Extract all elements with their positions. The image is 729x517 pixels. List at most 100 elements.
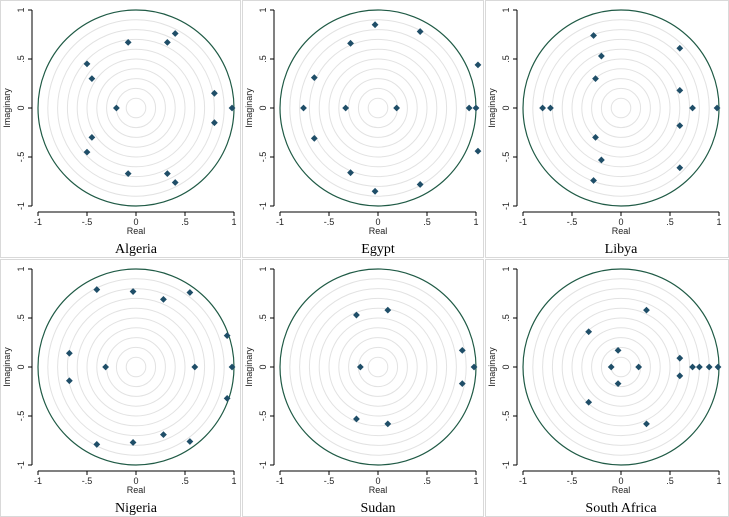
- y-tick-label: .5: [501, 314, 511, 322]
- data-point: [547, 104, 554, 112]
- grid-circle: [561, 48, 681, 168]
- y-tick-label: -.5: [501, 152, 511, 163]
- data-point: [171, 179, 179, 186]
- data-point: [88, 75, 96, 82]
- grid-circle: [289, 278, 467, 456]
- x-tick-label: .5: [181, 217, 189, 227]
- grid-circle: [610, 97, 632, 119]
- data-point: [592, 75, 599, 82]
- data-point: [458, 346, 466, 354]
- data-point: [223, 332, 231, 340]
- x-tick-label: -1: [34, 217, 42, 227]
- y-tick-label: 1: [16, 266, 26, 271]
- data-point: [614, 380, 622, 388]
- x-tick-label: 0: [618, 217, 623, 227]
- grid-circle: [348, 337, 408, 397]
- grid-circle: [115, 346, 157, 388]
- data-point: [371, 187, 379, 195]
- x-axis-title: Real: [369, 485, 388, 495]
- data-point: [347, 169, 354, 177]
- grid-circle: [289, 19, 467, 197]
- x-tick-label: 1: [473, 476, 478, 486]
- panel-title: Libya: [605, 242, 638, 257]
- data-point: [393, 104, 401, 112]
- grid-circle: [357, 87, 399, 129]
- y-tick-label: -1: [501, 461, 511, 469]
- y-axis-title: Imaginary: [487, 88, 497, 128]
- data-point: [465, 104, 473, 112]
- x-tick-label: .5: [666, 476, 674, 486]
- x-tick-label: 0: [375, 217, 380, 227]
- x-axis-title: Real: [127, 485, 146, 495]
- panel-egypt: -1 -.5 0 .5 1 -1 -.5 0 .5 1 Real Imaginary Egypt: [242, 0, 484, 258]
- data-point: [113, 104, 120, 112]
- data-point: [643, 306, 650, 314]
- data-point: [186, 438, 194, 445]
- data-point: [88, 134, 96, 141]
- grid-circle: [571, 317, 671, 417]
- y-tick-label: .5: [258, 314, 268, 322]
- data-point: [353, 415, 360, 423]
- panel-title: South Africa: [585, 501, 657, 516]
- data-point: [65, 349, 73, 357]
- data-point: [676, 122, 684, 130]
- y-tick-label: -.5: [258, 152, 268, 163]
- data-point: [607, 363, 615, 371]
- y-axis-title: Imaginary: [244, 347, 254, 387]
- grid-circle: [106, 337, 166, 397]
- x-axis-title: Real: [612, 485, 631, 495]
- grid-circle: [299, 29, 457, 187]
- panel-nigeria: -1 -.5 0 .5 1 -1 -.5 0 .5 1 Real Imaginary Nigeria: [0, 259, 241, 517]
- panel-title: Algeria: [115, 242, 158, 257]
- panel-title: Nigeria: [115, 501, 158, 516]
- data-point: [696, 363, 703, 371]
- data-point: [474, 61, 482, 69]
- grid-circle: [57, 288, 215, 446]
- data-point: [676, 354, 684, 362]
- panel-frame: [0, 0, 241, 258]
- grid-circle: [125, 356, 147, 378]
- grid-circle: [551, 38, 691, 178]
- grid-circle: [106, 78, 166, 138]
- grid-circle: [532, 19, 710, 197]
- panel-algeria: -1 -.5 0 .5 1 -1 -.5 0 .5 1 Real Imaginary Algeria: [0, 0, 241, 258]
- y-tick-label: 0: [501, 364, 511, 369]
- x-tick-label: -1: [34, 476, 42, 486]
- data-point: [211, 119, 218, 127]
- data-point: [635, 363, 643, 371]
- data-point: [124, 170, 132, 178]
- data-point: [416, 28, 424, 35]
- grid-circle: [66, 38, 206, 178]
- y-tick-label: .5: [258, 55, 268, 63]
- y-tick-label: 1: [501, 266, 511, 271]
- grid-circle: [561, 307, 681, 427]
- y-tick-label: -.5: [258, 411, 268, 422]
- grid-circle: [338, 68, 418, 148]
- data-point: [705, 363, 713, 371]
- data-point: [186, 289, 194, 296]
- data-point: [310, 134, 318, 142]
- data-point: [356, 363, 364, 371]
- y-tick-label: -.5: [16, 411, 26, 422]
- panel-libya: -1 -.5 0 .5 1 -1 -.5 0 .5 1 Real Imaginary Libya: [485, 0, 729, 258]
- y-tick-label: -1: [501, 202, 511, 210]
- y-axis-title: Imaginary: [487, 347, 497, 387]
- grid-circle: [125, 97, 147, 119]
- y-tick-label: -.5: [501, 411, 511, 422]
- grid-circle: [115, 87, 157, 129]
- data-point: [474, 147, 482, 155]
- data-point: [614, 346, 622, 354]
- grid-circle: [600, 87, 642, 129]
- grid-circle: [581, 327, 661, 407]
- grid-circle: [47, 278, 225, 456]
- data-point: [689, 104, 696, 112]
- x-axis-title: Real: [127, 226, 146, 236]
- grid-circle: [308, 297, 448, 437]
- x-tick-label: 0: [133, 476, 138, 486]
- panel-frame: [242, 0, 484, 258]
- grid-circle: [328, 317, 428, 417]
- y-tick-label: -.5: [16, 152, 26, 163]
- grid-circle: [318, 307, 438, 427]
- grid-circle: [532, 278, 710, 456]
- data-point: [228, 363, 236, 371]
